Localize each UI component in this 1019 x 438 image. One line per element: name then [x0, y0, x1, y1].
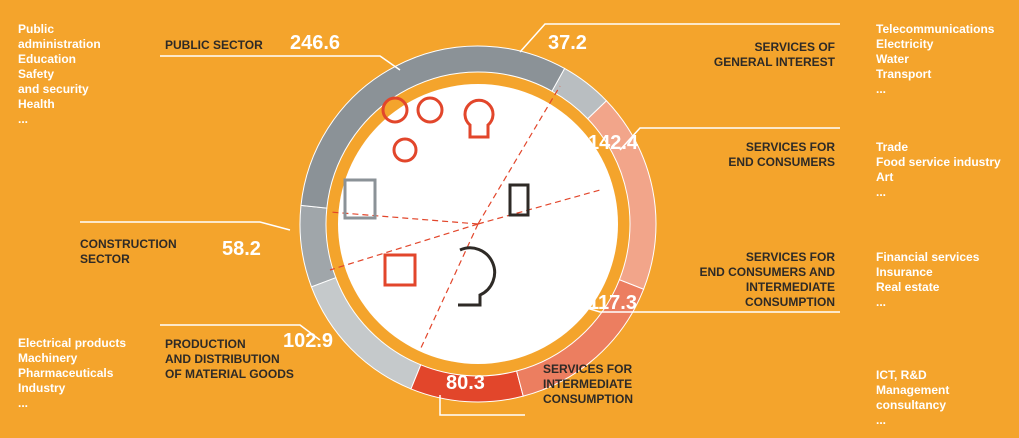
- value-label: 117.3: [588, 292, 637, 315]
- category-label: SERVICES FOR INTERMEDIATE CONSUMPTION: [543, 362, 633, 407]
- category-label: SERVICES FOR END CONSUMERS AND INTERMEDI…: [699, 250, 835, 310]
- category-label: SERVICES OF GENERAL INTEREST: [714, 40, 835, 70]
- category-label: PUBLIC SECTOR: [165, 38, 263, 53]
- example-list: Electrical products Machinery Pharmaceut…: [18, 336, 126, 411]
- donut-segment: [300, 205, 336, 287]
- category-label: SERVICES FOR END CONSUMERS: [728, 140, 835, 170]
- example-list: Financial services Insurance Real estate…: [876, 250, 979, 310]
- value-label: 102.9: [283, 330, 333, 353]
- example-list: Public administration Education Safety a…: [18, 22, 101, 127]
- value-label: 142.4: [588, 132, 638, 155]
- value-label: 58.2: [222, 238, 261, 261]
- example-list: Trade Food service industry Art ...: [876, 140, 1001, 200]
- value-label: 246.6: [290, 32, 340, 55]
- category-label: CONSTRUCTION SECTOR: [80, 237, 177, 267]
- value-label: 37.2: [548, 32, 587, 55]
- example-list: ICT, R&D Management consultancy ...: [876, 368, 949, 428]
- value-label: 80.3: [446, 372, 485, 395]
- example-list: Telecommunications Electricity Water Tra…: [876, 22, 994, 97]
- donut-chart: [0, 0, 1019, 438]
- infographic: PUBLIC SECTOR 246.6 SERVICES OF GENERAL IN…: [0, 0, 1019, 438]
- category-label: PRODUCTION AND DISTRIBUTION OF MATERIAL …: [165, 337, 294, 382]
